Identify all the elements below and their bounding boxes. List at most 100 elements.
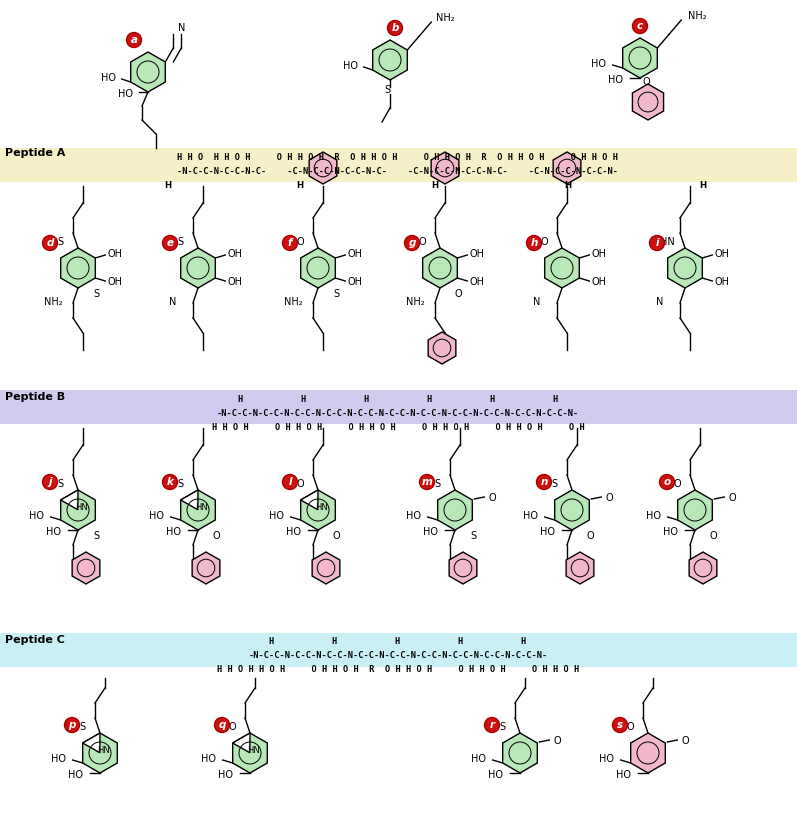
Text: HO: HO <box>69 770 84 780</box>
Text: j: j <box>49 477 52 487</box>
Text: HN: HN <box>660 237 674 247</box>
Circle shape <box>163 475 178 489</box>
Text: HO: HO <box>617 770 631 780</box>
Text: H           H           H           H           H: H H H H H <box>269 637 527 646</box>
Text: HO: HO <box>218 770 234 780</box>
Circle shape <box>613 718 627 733</box>
Circle shape <box>282 475 297 489</box>
Text: HO: HO <box>471 754 486 764</box>
Polygon shape <box>83 733 117 773</box>
Text: Peptide C: Peptide C <box>5 635 65 645</box>
Text: O: O <box>709 531 717 541</box>
Text: HO: HO <box>149 511 164 521</box>
Text: NH₂: NH₂ <box>406 297 424 307</box>
Text: HN: HN <box>316 503 328 512</box>
Text: OH: OH <box>592 249 607 259</box>
Text: S: S <box>79 722 85 732</box>
Circle shape <box>163 236 178 250</box>
Text: N: N <box>533 297 540 307</box>
Polygon shape <box>192 552 220 584</box>
Text: -N-C-C-N-C-C-N-C-C-N-C-C-N-C-C-N-C-C-N-C-C-N-C-C-N-C-C-N-: -N-C-C-N-C-C-N-C-C-N-C-C-N-C-C-N-C-C-N-C… <box>249 651 548 660</box>
Polygon shape <box>438 490 473 530</box>
Polygon shape <box>553 152 581 184</box>
Text: H           H           H           H           H           H: H H H H H H <box>238 394 558 403</box>
Polygon shape <box>677 490 713 530</box>
Text: HO: HO <box>167 527 182 537</box>
Text: n: n <box>540 477 548 487</box>
Text: -N-C-C-N-C-C-N-C-    -C-N-C-C-N-C-C-N-C-    -C-N-C-C-N-C-C-N-C-    -C-N-C-C-N-C-: -N-C-C-N-C-C-N-C- -C-N-C-C-N-C-C-N-C- -C… <box>178 167 618 176</box>
Polygon shape <box>632 84 664 120</box>
Circle shape <box>65 718 80 733</box>
Text: O: O <box>681 736 689 746</box>
Circle shape <box>42 475 57 489</box>
Text: HO: HO <box>51 754 66 764</box>
Text: O: O <box>673 479 681 489</box>
Text: HN: HN <box>247 746 260 755</box>
Text: O: O <box>489 493 497 503</box>
Text: c: c <box>637 21 643 31</box>
Text: HO: HO <box>406 511 421 521</box>
Polygon shape <box>630 733 665 773</box>
Text: OH: OH <box>347 277 363 287</box>
Text: HN: HN <box>76 503 88 512</box>
Circle shape <box>405 236 419 250</box>
Text: O: O <box>606 493 613 503</box>
Text: NH₂: NH₂ <box>44 297 62 307</box>
Polygon shape <box>555 490 589 530</box>
Text: H: H <box>564 180 571 189</box>
Text: e: e <box>167 238 174 248</box>
Text: S: S <box>384 85 390 95</box>
Text: S: S <box>434 479 440 489</box>
Text: d: d <box>46 238 53 248</box>
Text: HO: HO <box>29 511 44 521</box>
Circle shape <box>387 20 402 36</box>
Polygon shape <box>181 248 215 288</box>
Text: -N-C-C-N-C-C-N-C-C-N-C-C-N-C-C-N-C-C-N-C-C-N-C-C-N-C-C-N-C-C-N-C-C-N-: -N-C-C-N-C-C-N-C-C-N-C-C-N-C-C-N-C-C-N-C… <box>217 408 579 418</box>
Text: NH₂: NH₂ <box>688 11 707 21</box>
Text: S: S <box>177 237 183 247</box>
Polygon shape <box>503 733 537 773</box>
Polygon shape <box>668 248 702 288</box>
Text: HN: HN <box>97 746 110 755</box>
Bar <box>0 148 797 182</box>
Text: H: H <box>431 180 438 189</box>
Text: h: h <box>530 238 538 248</box>
Text: b: b <box>391 23 398 33</box>
Circle shape <box>536 475 552 489</box>
Text: HO: HO <box>344 61 358 71</box>
Polygon shape <box>131 52 165 92</box>
Text: O: O <box>228 722 236 732</box>
Text: HO: HO <box>46 527 61 537</box>
Text: HO: HO <box>663 527 678 537</box>
Text: S: S <box>57 479 63 489</box>
Polygon shape <box>233 733 250 753</box>
Text: r: r <box>489 720 495 730</box>
Text: HN: HN <box>195 503 208 512</box>
Text: H H O  H H O H     O H H O H  R  O H H O H     O H H O H  R  O H H O H     O H H: H H O H H O H O H H O H R O H H O H O H … <box>178 153 618 162</box>
Text: OH: OH <box>108 249 123 259</box>
Text: OH: OH <box>108 277 123 287</box>
Text: NH₂: NH₂ <box>284 297 302 307</box>
Text: S: S <box>333 289 339 299</box>
Circle shape <box>42 236 57 250</box>
Text: HO: HO <box>591 59 607 69</box>
Text: HO: HO <box>269 511 285 521</box>
Polygon shape <box>61 490 96 530</box>
Polygon shape <box>300 490 336 530</box>
Text: O: O <box>586 531 594 541</box>
Text: OH: OH <box>592 277 607 287</box>
Text: f: f <box>288 238 292 248</box>
Polygon shape <box>300 490 318 510</box>
Text: H: H <box>700 180 707 189</box>
Text: O: O <box>553 736 561 746</box>
Text: HO: HO <box>489 770 504 780</box>
Polygon shape <box>431 152 459 184</box>
Polygon shape <box>309 152 337 184</box>
Polygon shape <box>622 38 658 78</box>
Text: OH: OH <box>469 249 485 259</box>
Text: S: S <box>93 289 99 299</box>
Text: HO: HO <box>201 754 216 764</box>
Text: p: p <box>69 720 76 730</box>
Text: S: S <box>470 531 476 541</box>
Text: H: H <box>164 180 171 189</box>
